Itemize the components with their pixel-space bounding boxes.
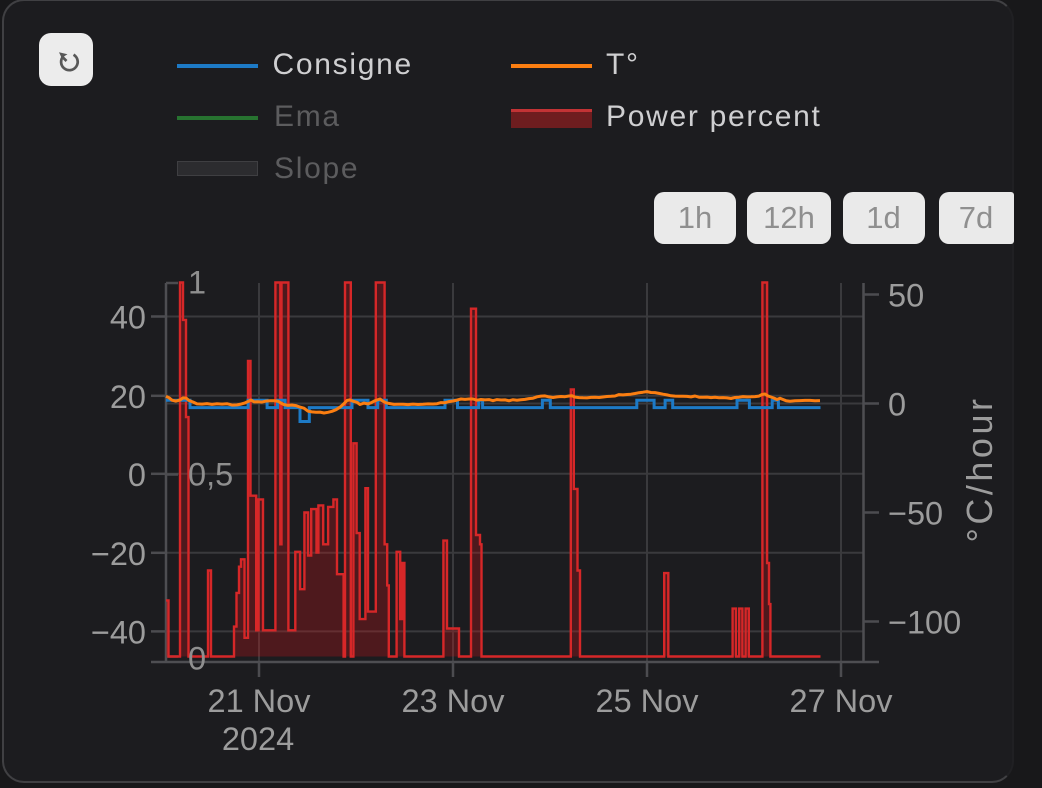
svg-text:−40: −40 (91, 614, 146, 650)
svg-text:40: 40 (110, 300, 146, 336)
svg-text:0: 0 (188, 641, 206, 677)
svg-text:2024: 2024 (222, 721, 294, 757)
svg-text:25 Nov: 25 Nov (596, 683, 700, 719)
svg-text:50: 50 (888, 278, 924, 314)
svg-text:−20: −20 (91, 536, 146, 572)
svg-text:1: 1 (188, 265, 206, 301)
svg-text:0: 0 (128, 457, 146, 493)
svg-text:0: 0 (888, 387, 906, 423)
svg-text:−100: −100 (888, 605, 961, 641)
svg-text:27 Nov: 27 Nov (790, 683, 894, 719)
svg-text:−50: −50 (888, 496, 943, 532)
svg-text:21 Nov: 21 Nov (208, 683, 312, 719)
svg-text:°C/hour: °C/hour (959, 396, 1000, 543)
svg-text:20: 20 (110, 379, 146, 415)
svg-text:0,5: 0,5 (188, 457, 233, 493)
svg-text:23 Nov: 23 Nov (402, 683, 506, 719)
